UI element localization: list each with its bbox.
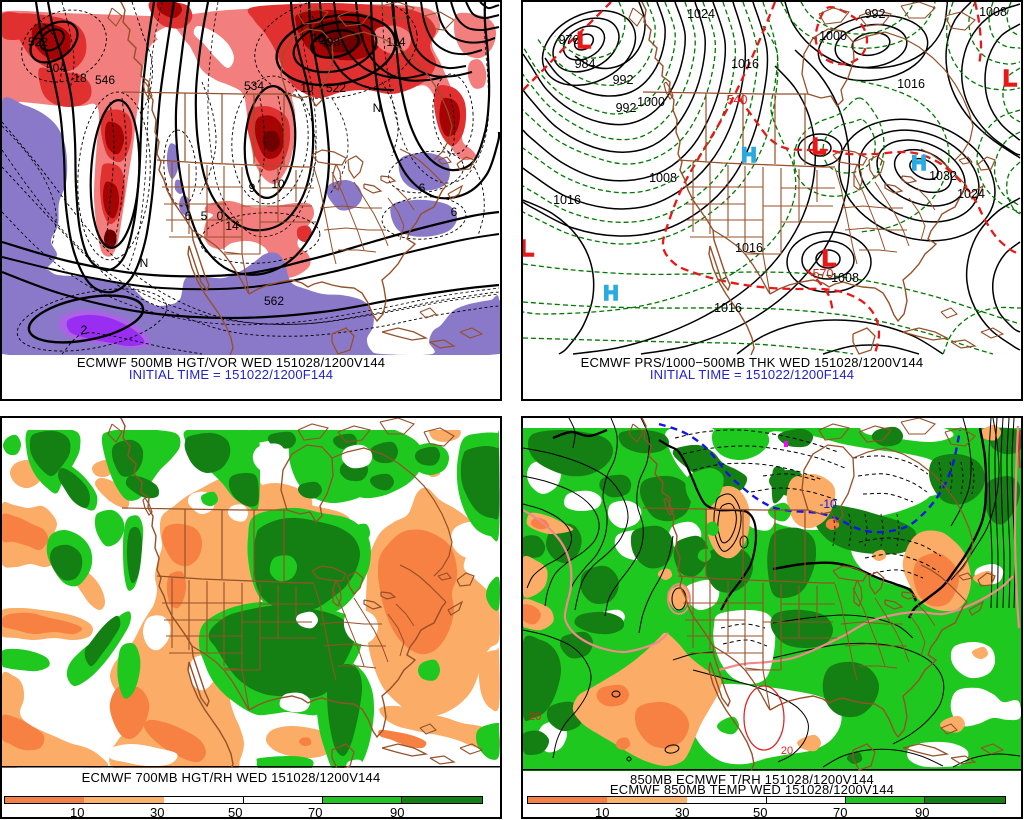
svg-text:14: 14: [225, 219, 239, 233]
svg-text:1000: 1000: [637, 95, 665, 109]
svg-text:N: N: [140, 256, 149, 270]
svg-text:1008: 1008: [979, 5, 1007, 19]
svg-text:H: H: [741, 144, 756, 167]
svg-text:562: 562: [264, 294, 284, 308]
svg-text:18: 18: [73, 71, 87, 85]
svg-text:20: 20: [781, 745, 793, 757]
svg-text:1016: 1016: [735, 241, 763, 255]
svg-text:H: H: [911, 152, 926, 175]
svg-text:992: 992: [613, 73, 634, 87]
svg-text:522: 522: [28, 35, 48, 49]
svg-text:L: L: [577, 27, 591, 53]
svg-text:1024: 1024: [957, 187, 985, 201]
svg-text:1024: 1024: [687, 7, 715, 21]
svg-text:498: 498: [320, 35, 340, 49]
svg-text:534: 534: [244, 79, 264, 93]
svg-text:1016: 1016: [731, 57, 759, 71]
svg-text:2: 2: [81, 323, 88, 337]
svg-text:L: L: [812, 133, 826, 159]
svg-text:1000: 1000: [819, 29, 847, 43]
svg-text:L: L: [822, 245, 836, 271]
svg-text:522: 522: [326, 81, 346, 95]
svg-text:L: L: [523, 235, 534, 261]
svg-text:-10: -10: [819, 497, 837, 511]
svg-text:20: 20: [529, 711, 541, 723]
svg-text:6: 6: [185, 209, 192, 223]
svg-text:114: 114: [386, 35, 405, 49]
svg-text:6: 6: [419, 181, 426, 195]
svg-text:10: 10: [271, 177, 285, 191]
svg-text:540: 540: [727, 93, 748, 107]
svg-text:0: 0: [217, 209, 224, 223]
svg-text:9: 9: [249, 181, 256, 195]
svg-text:18: 18: [311, 31, 325, 45]
svg-text:546: 546: [95, 73, 115, 87]
svg-text:6: 6: [451, 205, 458, 219]
svg-text:L: L: [1003, 65, 1017, 91]
svg-text:976: 976: [559, 33, 580, 47]
svg-text:1008: 1008: [831, 271, 859, 285]
svg-text:1016: 1016: [553, 193, 581, 207]
svg-text:10: 10: [300, 81, 314, 95]
svg-text:984: 984: [575, 57, 596, 71]
svg-text:1016: 1016: [897, 77, 925, 91]
svg-text:H: H: [603, 282, 618, 305]
svg-text:1032: 1032: [929, 169, 957, 183]
svg-text:N: N: [373, 101, 382, 115]
svg-text:1008: 1008: [649, 171, 677, 185]
svg-text:504: 504: [46, 61, 66, 75]
svg-text:992: 992: [865, 7, 886, 21]
svg-text:5: 5: [201, 209, 208, 223]
svg-text:992: 992: [616, 101, 637, 115]
svg-text:570: 570: [813, 267, 834, 281]
svg-text:1016: 1016: [714, 301, 742, 315]
